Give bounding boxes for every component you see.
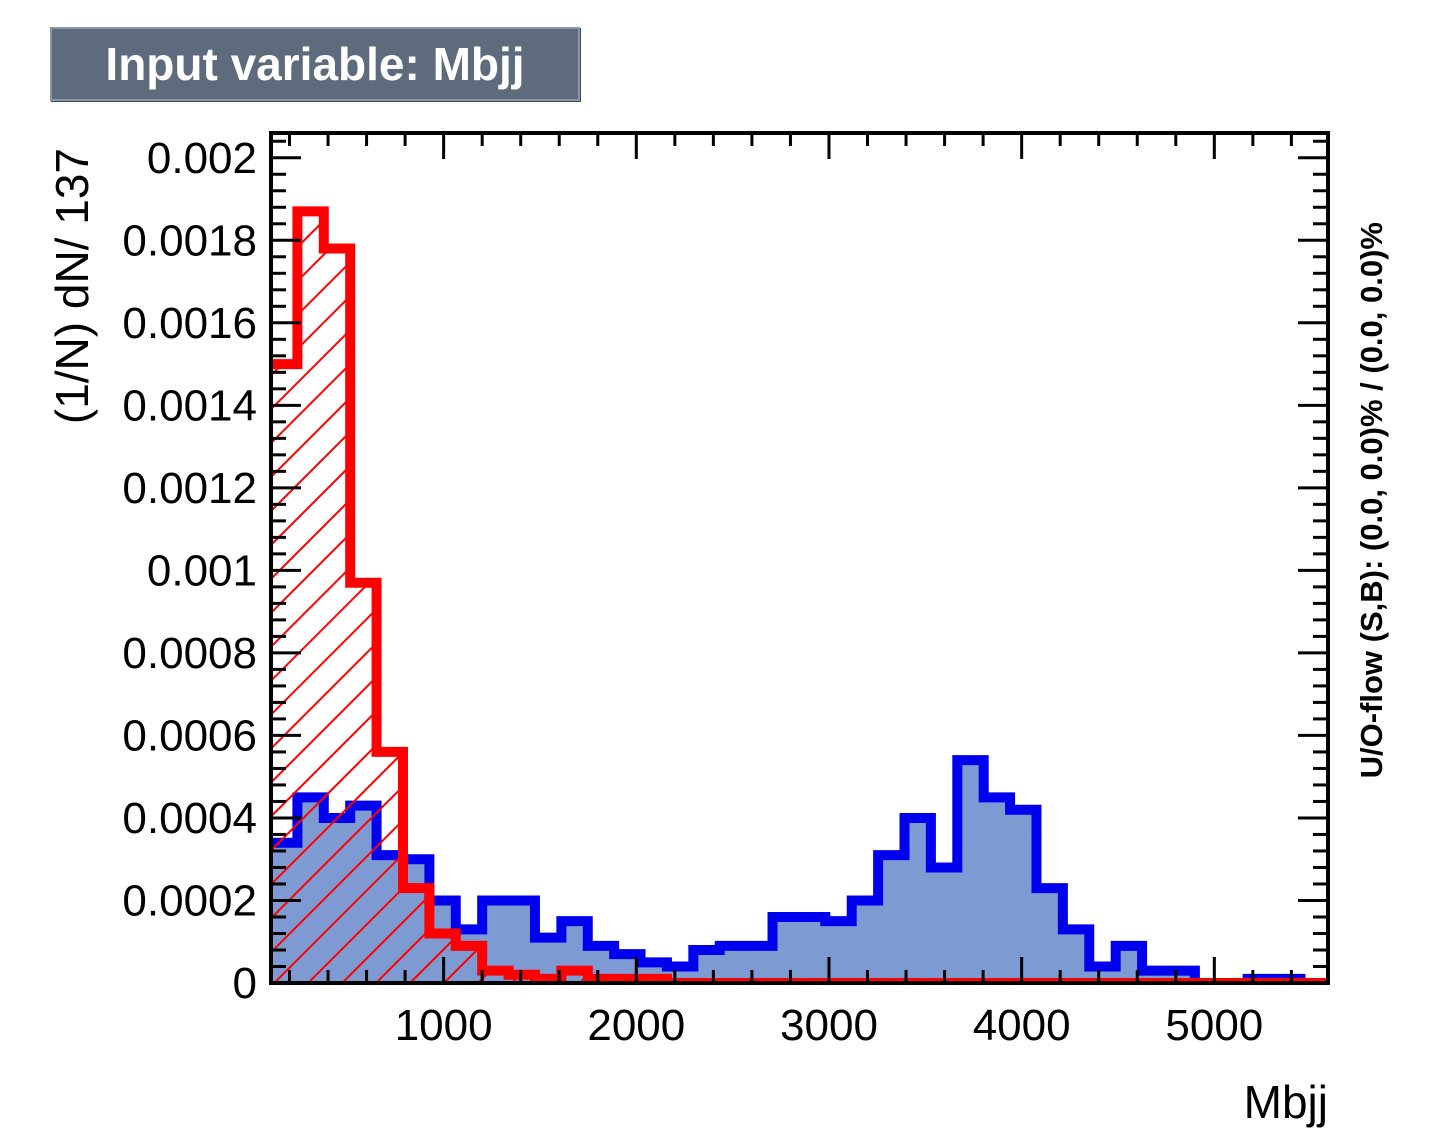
y-tick-label: 0.0014 (122, 381, 257, 430)
y-tick-label: 0.0008 (122, 629, 257, 678)
label-layer: 1000 2000 3000 4000 5000 0 0.0002 0.0004 0.0006 0… (46, 134, 1389, 1128)
series-layer (271, 206, 1327, 983)
y-tick-label: 0.0012 (122, 464, 257, 513)
x-tick-label: 5000 (1165, 1001, 1263, 1050)
chart-title: Input variable: Mbjj (105, 38, 525, 90)
y-tick-label: 0.0002 (122, 876, 257, 925)
chart-title-box: Input variable: Mbjj (50, 27, 580, 101)
x-tick-label: 2000 (587, 1001, 685, 1050)
series-1-fill (271, 211, 1327, 983)
x-tick-label: 1000 (395, 1001, 493, 1050)
x-tick-label: 4000 (973, 1001, 1071, 1050)
y-tick-label: 0.001 (147, 546, 257, 595)
y-tick-label: 0.0018 (122, 216, 257, 265)
y-tick-label: 0.002 (147, 134, 257, 183)
y-tick-label: 0.0004 (122, 794, 257, 843)
x-axis-title: Mbjj (1244, 1076, 1328, 1128)
y-tick-label: 0.0016 (122, 299, 257, 348)
y-tick-label: 0 (233, 959, 257, 1008)
series-1-outline (271, 206, 1327, 983)
tick-layer (271, 133, 1328, 985)
frame-layer (269, 131, 1330, 985)
overflow-label: U/O-flow (S,B): (0.0, 0.0)% / (0.0, 0.0)… (1354, 222, 1389, 778)
y-tick-label: 0.0006 (122, 711, 257, 760)
y-axis-title: (1/N) dN/ 137 (46, 148, 98, 424)
plot-frame (269, 131, 1330, 985)
x-tick-label: 3000 (780, 1001, 878, 1050)
